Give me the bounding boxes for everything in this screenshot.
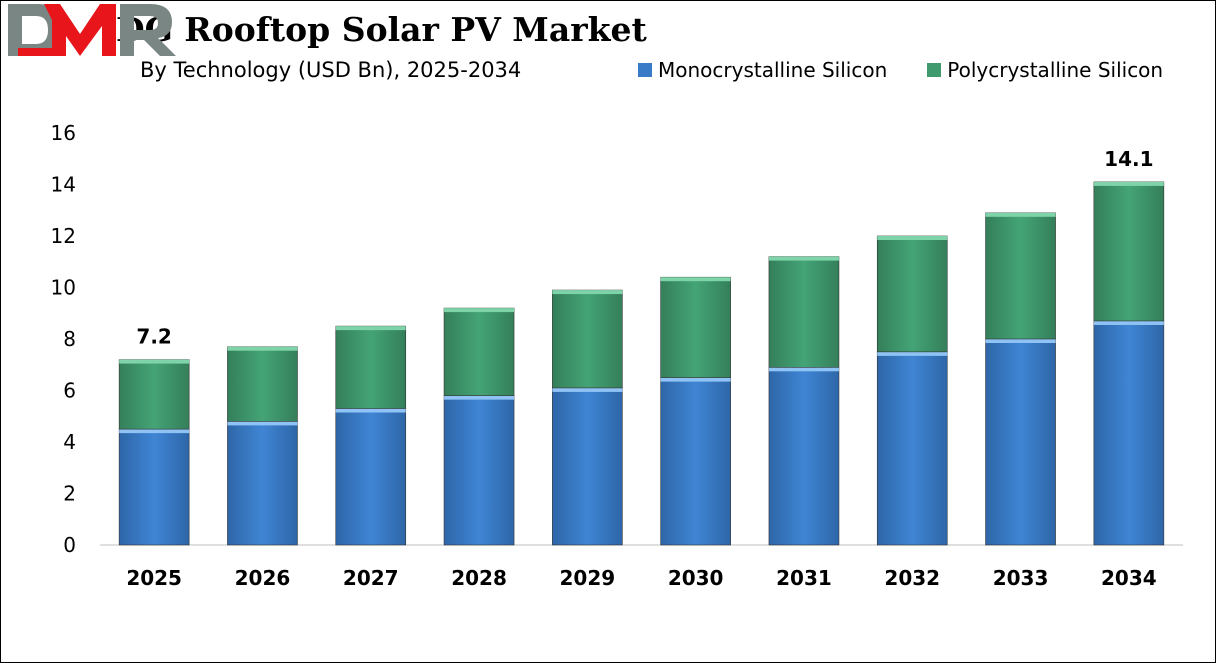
- bar-mono-2027: [335, 408, 407, 546]
- bar-poly-2032: [876, 235, 948, 353]
- x-tick-label: 2028: [451, 566, 507, 590]
- legend-label-mono: Monocrystalline Silicon: [658, 58, 888, 82]
- data-label-2034: 14.1: [1104, 147, 1153, 171]
- bar-top-edge: [119, 429, 190, 434]
- bar-top-edge: [552, 290, 623, 295]
- bar-mono-2030: [660, 377, 731, 546]
- bar-top-edge: [768, 256, 839, 261]
- bar-top-edge: [768, 367, 839, 372]
- legend-swatch-mono: [638, 63, 652, 77]
- y-tick-label: 10: [51, 276, 76, 300]
- bar-mono-2031: [768, 367, 840, 546]
- x-tick-label: 2034: [1101, 566, 1157, 590]
- y-tick-label: 0: [63, 533, 76, 557]
- bar-top-edge: [444, 395, 515, 400]
- bar-poly-2028: [443, 307, 515, 396]
- dmr-logo: [8, 4, 176, 56]
- legend-item-mono: Monocrystalline Silicon: [638, 58, 887, 82]
- bar-mono-2034: [1093, 320, 1165, 546]
- bar-top-edge: [119, 359, 190, 364]
- bar-poly-2029: [552, 289, 623, 389]
- bar-poly-2025: [118, 359, 190, 430]
- bar-mono-2033: [985, 338, 1056, 546]
- data-label-2025: 7.2: [136, 325, 171, 349]
- legend-item-poly: Polycrystalline Silicon: [927, 58, 1163, 82]
- bar-top-edge: [985, 339, 1056, 343]
- legend: Monocrystalline Silicon Polycrystalline …: [638, 58, 1163, 82]
- bar-top-edge: [552, 387, 623, 392]
- chart-subtitle: By Technology (USD Bn), 2025-2034: [140, 58, 522, 82]
- bar-top-edge: [877, 351, 948, 356]
- bar-top-edge: [1093, 181, 1164, 186]
- bar-poly-2027: [335, 325, 407, 409]
- bar-top-edge: [335, 326, 406, 331]
- bar-top-edge: [227, 346, 298, 351]
- x-tick-label: 2026: [235, 566, 291, 590]
- bar-mono-2026: [227, 421, 298, 546]
- bar-top-edge: [444, 308, 515, 313]
- x-tick-label: 2030: [668, 566, 724, 590]
- bar-mono-2029: [552, 387, 623, 546]
- x-tick-label: 2027: [343, 566, 399, 590]
- y-tick-label: 14: [51, 173, 76, 197]
- bar-mono-2032: [876, 351, 948, 546]
- y-tick-label: 6: [63, 379, 76, 403]
- bar-top-edge: [1093, 320, 1164, 325]
- y-tick-label: 8: [63, 327, 76, 351]
- x-tick-label: 2029: [560, 566, 616, 590]
- bar-top-edge: [877, 236, 948, 240]
- bar-top-edge: [660, 277, 731, 282]
- y-tick-label: 4: [63, 430, 76, 454]
- x-tick-label: 2033: [993, 566, 1049, 590]
- bar-poly-2026: [227, 346, 298, 422]
- bar-top-edge: [985, 212, 1056, 217]
- bar-top-edge: [335, 408, 406, 413]
- y-tick-label: 2: [63, 482, 76, 506]
- bar-poly-2034: [1093, 181, 1165, 322]
- bar-mono-2025: [118, 428, 190, 546]
- x-tick-label: 2032: [884, 566, 940, 590]
- legend-swatch-poly: [927, 63, 942, 77]
- chart-title: DG Rooftop Solar PV Market: [116, 10, 647, 49]
- bar-mono-2028: [443, 395, 515, 546]
- bar-top-edge: [660, 377, 731, 382]
- bar-top-edge: [227, 421, 298, 426]
- bar-poly-2030: [660, 276, 731, 378]
- y-tick-label: 16: [51, 121, 76, 145]
- bar-poly-2033: [985, 212, 1056, 340]
- legend-label-poly: Polycrystalline Silicon: [947, 58, 1164, 82]
- y-tick-label: 12: [51, 224, 76, 248]
- x-tick-label: 2025: [126, 566, 182, 590]
- bar-poly-2031: [768, 256, 840, 368]
- x-tick-label: 2031: [776, 566, 832, 590]
